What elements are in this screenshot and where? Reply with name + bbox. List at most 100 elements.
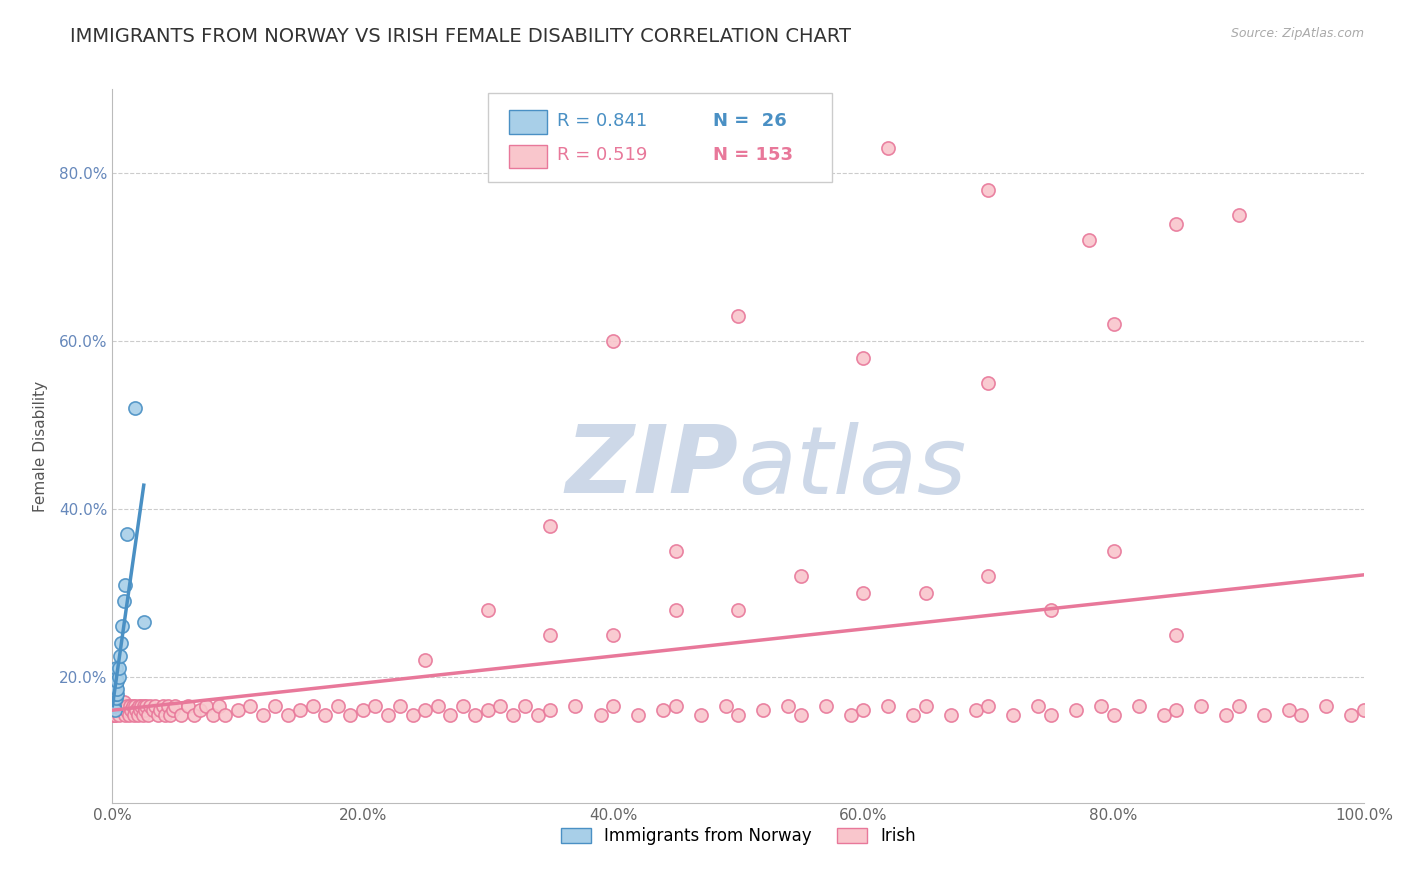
Point bbox=[915, 699, 938, 714]
Text: ZIP: ZIP bbox=[565, 421, 738, 514]
Point bbox=[170, 707, 193, 722]
Point bbox=[103, 690, 125, 705]
Point bbox=[1227, 699, 1250, 714]
Point bbox=[413, 653, 436, 667]
Text: atlas: atlas bbox=[738, 422, 966, 513]
Point bbox=[602, 334, 624, 348]
Point bbox=[120, 703, 142, 717]
Point bbox=[664, 699, 686, 714]
Point bbox=[538, 703, 561, 717]
Point bbox=[489, 699, 512, 714]
Point bbox=[107, 670, 129, 684]
Point bbox=[143, 699, 166, 714]
Point bbox=[515, 699, 537, 714]
Point bbox=[814, 699, 837, 714]
Point bbox=[277, 707, 299, 722]
Point bbox=[103, 703, 125, 717]
Point bbox=[752, 703, 775, 717]
Point bbox=[339, 707, 361, 722]
Point bbox=[852, 351, 875, 365]
Point bbox=[214, 707, 236, 722]
Point bbox=[125, 703, 148, 717]
Point bbox=[195, 699, 218, 714]
Point bbox=[790, 166, 813, 180]
Point bbox=[1340, 707, 1362, 722]
Point bbox=[652, 703, 675, 717]
Point bbox=[714, 699, 737, 714]
Point bbox=[326, 699, 349, 714]
Point bbox=[107, 687, 129, 701]
Point bbox=[118, 699, 141, 714]
Point bbox=[103, 699, 125, 714]
Point bbox=[538, 518, 561, 533]
Point bbox=[1064, 703, 1087, 717]
Point bbox=[105, 678, 128, 692]
Point bbox=[122, 707, 145, 722]
Point bbox=[727, 707, 749, 722]
Point bbox=[977, 183, 1000, 197]
Point bbox=[105, 699, 128, 714]
Point bbox=[129, 699, 152, 714]
Point bbox=[689, 707, 711, 722]
Point bbox=[153, 707, 176, 722]
Point bbox=[451, 699, 474, 714]
Point bbox=[1164, 217, 1187, 231]
Point bbox=[105, 695, 128, 709]
Point bbox=[1090, 699, 1112, 714]
Point bbox=[127, 707, 149, 722]
Point bbox=[727, 309, 749, 323]
Point bbox=[1102, 544, 1125, 558]
Point bbox=[108, 648, 131, 663]
Point bbox=[103, 687, 125, 701]
Text: IMMIGRANTS FROM NORWAY VS IRISH FEMALE DISABILITY CORRELATION CHART: IMMIGRANTS FROM NORWAY VS IRISH FEMALE D… bbox=[70, 27, 851, 45]
Point bbox=[103, 682, 125, 697]
Point bbox=[107, 707, 129, 722]
Point bbox=[201, 707, 224, 722]
Point bbox=[602, 699, 624, 714]
Point bbox=[104, 687, 127, 701]
Point bbox=[839, 707, 862, 722]
Text: R = 0.841: R = 0.841 bbox=[557, 112, 647, 130]
Point bbox=[117, 699, 139, 714]
Point bbox=[1102, 318, 1125, 332]
Point bbox=[239, 699, 262, 714]
Point bbox=[1128, 699, 1150, 714]
Point bbox=[965, 703, 987, 717]
Point bbox=[301, 699, 323, 714]
Point bbox=[364, 699, 387, 714]
Point bbox=[1353, 703, 1375, 717]
Point bbox=[1164, 628, 1187, 642]
Point bbox=[163, 699, 186, 714]
Point bbox=[1028, 699, 1050, 714]
Text: N = 153: N = 153 bbox=[713, 146, 793, 164]
Point bbox=[114, 577, 136, 591]
Point bbox=[135, 699, 157, 714]
Point bbox=[183, 707, 205, 722]
Point bbox=[104, 703, 127, 717]
Point bbox=[464, 707, 486, 722]
Point bbox=[129, 703, 152, 717]
Point bbox=[977, 699, 1000, 714]
Point bbox=[136, 707, 159, 722]
Point bbox=[188, 703, 211, 717]
Point bbox=[110, 636, 132, 650]
Point bbox=[108, 699, 131, 714]
FancyBboxPatch shape bbox=[488, 93, 832, 182]
Point bbox=[527, 707, 550, 722]
Point bbox=[664, 603, 686, 617]
Point bbox=[226, 703, 249, 717]
Point bbox=[103, 682, 125, 697]
Point bbox=[152, 699, 174, 714]
FancyBboxPatch shape bbox=[509, 111, 547, 134]
Point bbox=[107, 674, 129, 689]
Point bbox=[602, 628, 624, 642]
Point bbox=[1291, 707, 1313, 722]
Point bbox=[112, 695, 135, 709]
Point bbox=[389, 699, 412, 714]
Point bbox=[413, 703, 436, 717]
Point bbox=[1039, 603, 1063, 617]
Point bbox=[939, 707, 962, 722]
Point bbox=[208, 699, 231, 714]
Point bbox=[1315, 699, 1337, 714]
Point bbox=[877, 699, 900, 714]
